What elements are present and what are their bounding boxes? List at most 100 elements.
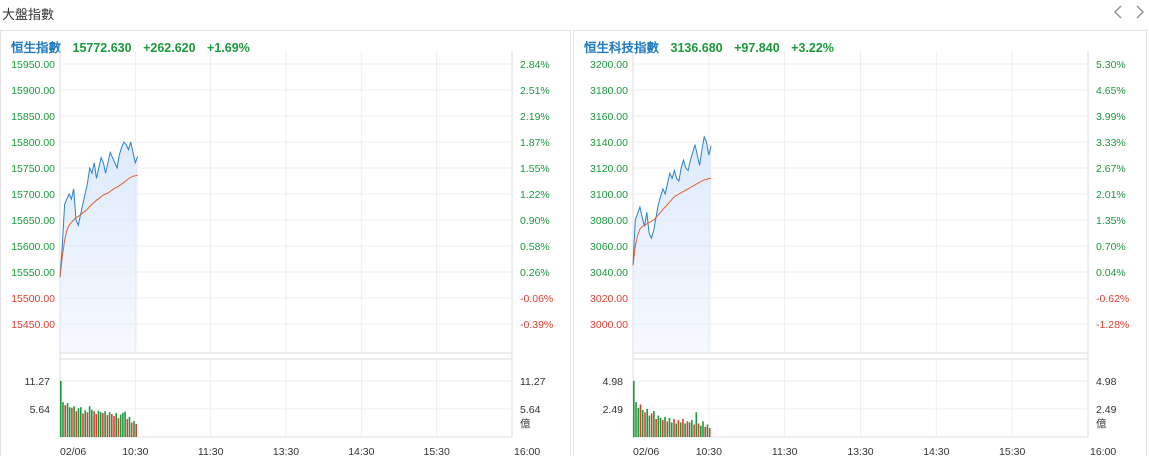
volume-bar (68, 407, 71, 437)
pct-tick-label: 3.33% (1096, 137, 1126, 149)
price-area (633, 136, 712, 353)
volume-bar (97, 410, 100, 437)
volume-bar (679, 422, 682, 437)
pct-tick-label: 2.51% (520, 85, 550, 97)
time-label: 16:00 (514, 446, 540, 456)
price-tick-label: 3160.00 (590, 111, 628, 123)
volume-bar (686, 421, 689, 437)
volume-tick-label: 5.64 (520, 404, 541, 416)
volume-bar (126, 419, 129, 437)
pct-tick-label: 2.84% (520, 59, 550, 71)
index-price: 3136.680 (670, 41, 723, 55)
price-tick-label: 3100.00 (590, 189, 628, 201)
volume-unit-label: 億 (1096, 417, 1107, 430)
volume-bar (662, 420, 664, 437)
time-label: 10:30 (122, 446, 148, 456)
price-tick-label: 3040.00 (590, 267, 628, 279)
chevron-right-icon[interactable] (1130, 2, 1148, 22)
pct-tick-label: 1.22% (520, 189, 550, 201)
volume-bar (684, 423, 686, 437)
pct-tick-label: 0.90% (520, 215, 550, 227)
volume-bar (702, 421, 704, 437)
pct-tick-label: -0.06% (520, 293, 553, 305)
volume-bar (639, 404, 642, 437)
time-label: 02/06 (633, 446, 659, 456)
intraday-chart[interactable]: 3200.00 5.30% 3180.00 4.65% 3160.00 3.99% 3140… (574, 31, 1148, 456)
volume-bar (99, 412, 102, 437)
index-name[interactable]: 恒生指數 (11, 41, 62, 55)
volume-tick-label: 11.27 (25, 376, 51, 388)
price-line (632, 135, 712, 266)
index-name[interactable]: 恒生科技指數 (584, 41, 660, 55)
volume-bar (693, 424, 695, 437)
pct-tick-label: 4.65% (1096, 85, 1126, 97)
intraday-chart[interactable]: 15950.00 2.84% 15900.00 2.51% 15850.00 2.19% 1… (1, 31, 572, 456)
volume-bar (88, 406, 91, 437)
volume-bar (650, 413, 653, 437)
pct-tick-label: 0.04% (1096, 267, 1126, 279)
price-tick-label: 3000.00 (590, 319, 628, 331)
volume-bar (653, 411, 655, 437)
volume-bar (133, 421, 135, 437)
price-tick-label: 15950.00 (11, 59, 55, 71)
price-tick-label: 3060.00 (590, 241, 628, 253)
index-price: 15772.630 (72, 41, 132, 55)
volume-bar (664, 416, 666, 437)
volume-bar (666, 421, 669, 437)
volume-bar (84, 410, 86, 437)
index-change: +262.620 (143, 41, 196, 55)
price-area (60, 142, 138, 353)
volume-bar (688, 422, 691, 437)
time-label: 11:30 (198, 446, 224, 456)
volume-bar (117, 418, 120, 437)
time-label: 16:00 (1090, 446, 1116, 456)
price-tick-label: 15500.00 (11, 293, 55, 305)
index-change-pct: +1.69% (207, 41, 250, 55)
volume-bar (704, 426, 706, 437)
pct-tick-label: 0.70% (1096, 241, 1126, 253)
volume-bar (646, 408, 648, 437)
pct-tick-label: 2.67% (1096, 163, 1126, 175)
pct-tick-label: 1.35% (1096, 215, 1126, 227)
price-tick-label: 15650.00 (11, 215, 55, 227)
volume-tick-label: 4.98 (1096, 376, 1117, 388)
volume-bar (641, 410, 644, 437)
volume-bar (77, 408, 80, 437)
volume-bar (128, 417, 131, 437)
volume-bar (60, 380, 62, 437)
volume-tick-label: 4.98 (603, 376, 624, 388)
pct-tick-label: 2.01% (1096, 189, 1126, 201)
avg-price-line (59, 174, 138, 278)
volume-bar (124, 411, 126, 437)
volume-bar (86, 412, 89, 437)
index-header: 恒生科技指數 3136.680 +97.840 +3.22% (584, 37, 842, 56)
volume-bar (80, 407, 82, 437)
volume-bar (635, 402, 637, 437)
price-tick-label: 3120.00 (590, 163, 628, 175)
volume-tick-label: 2.49 (603, 404, 624, 416)
volume-bar (71, 407, 73, 437)
volume-bar (648, 415, 651, 437)
price-tick-label: 15700.00 (11, 189, 55, 201)
pct-tick-label: -0.62% (1096, 293, 1129, 305)
volume-bar (637, 407, 640, 437)
time-label: 15:30 (424, 446, 450, 456)
chevron-left-icon[interactable] (1110, 2, 1128, 22)
volume-bar (108, 412, 111, 437)
time-label: 10:30 (696, 446, 722, 456)
pct-tick-label: -1.28% (1096, 319, 1129, 331)
volume-tick-label: 5.64 (30, 404, 51, 416)
price-tick-label: 15600.00 (11, 241, 55, 253)
index-panel-hsi[interactable]: 恒生指數 15772.630 +262.620 +1.69% 15950.00 2… (0, 30, 571, 456)
price-tick-label: 15450.00 (11, 319, 55, 331)
volume-bar (657, 415, 660, 437)
price-tick-label: 3140.00 (590, 137, 628, 149)
volume-bar (122, 412, 124, 437)
time-label: 15:30 (999, 446, 1025, 456)
volume-bar (95, 414, 98, 437)
volume-bar (73, 406, 75, 437)
volume-bar (62, 402, 64, 437)
avg-price-line (632, 177, 712, 266)
price-tick-label: 15750.00 (11, 163, 55, 175)
index-panel-hstech[interactable]: 恒生科技指數 3136.680 +97.840 +3.22% 3200.00 5.… (573, 30, 1147, 456)
